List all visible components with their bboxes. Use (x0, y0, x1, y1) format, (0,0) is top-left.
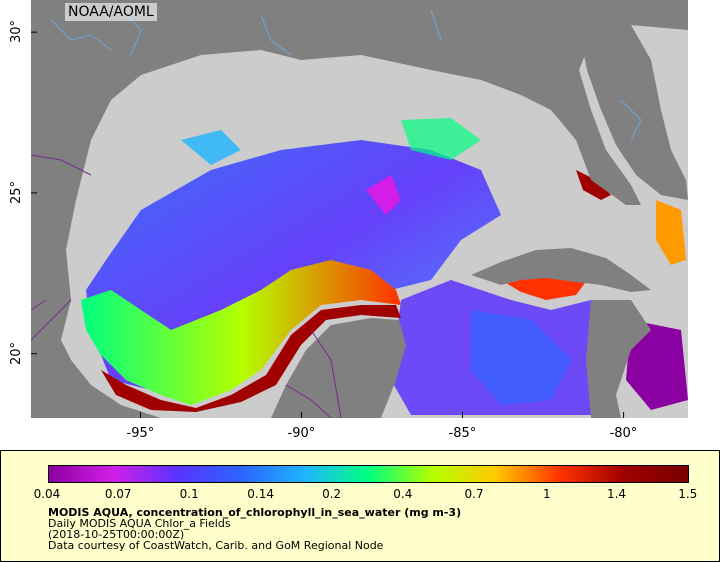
chlorophyll-bahamas (656, 200, 686, 265)
x-tick-label: -80° (609, 426, 638, 441)
y-tick-label: 30° (9, 20, 25, 44)
land-east-islands (586, 300, 651, 418)
land-mexico (31, 340, 161, 418)
colorbar-tick-label: 0.04 (33, 487, 61, 501)
chlorophyll-nw-patch (181, 130, 241, 165)
border-lines (31, 154, 342, 418)
colorbar-tick-label: 1.4 (606, 487, 627, 501)
chlorophyll-yucatan-shelf (81, 260, 401, 405)
land-yucatan (271, 318, 406, 418)
y-tick-label: 25° (9, 180, 25, 204)
colorbar-tick-label: 0.2 (322, 487, 342, 501)
colorbar-tick-label: 1 (542, 487, 551, 501)
x-tick-label: -95° (126, 426, 155, 441)
land-north-america (31, 0, 688, 340)
y-axis-ticks (31, 31, 37, 355)
colorbar-tick-label: 1.5 (678, 487, 698, 501)
map-area: NOAA/AOML -95° -90° -85° -80° 30° 25° 20° (9, 0, 688, 441)
river-lines (50, 9, 642, 141)
x-tick-label: -90° (287, 426, 316, 441)
x-tick-label: -85° (448, 426, 477, 441)
legend-subtitle: Daily MODIS AQUA Chlor_a Fields (48, 517, 231, 530)
x-axis-ticks (140, 412, 625, 418)
legend-title: MODIS AQUA, concentration_of_chlorophyll… (48, 506, 462, 519)
chlorophyll-ne-green (401, 118, 481, 160)
colorbar-tick-label: 0.1 (179, 487, 199, 501)
chlorophyll-purple-east (626, 320, 688, 410)
map-frame[interactable]: NOAA/AOML (31, 0, 688, 418)
y-tick-label: 20° (9, 341, 25, 365)
legend-time: (2018-10-25T00:00:00Z) (48, 528, 185, 541)
credit-badge: NOAA/AOML (65, 3, 157, 21)
colorbar-tick-label: 0.4 (393, 487, 413, 501)
chlorophyll-coastal-high (101, 305, 401, 412)
colorbar (48, 465, 689, 483)
chlorophyll-east-patch (471, 310, 571, 405)
colorbar-tick-label: 0.07 (104, 487, 132, 501)
land-cuba (471, 248, 651, 292)
legend-panel: 0.04 0.07 0.1 0.14 0.2 0.4 0.7 1 1.4 1.5 MODIS AQ… (0, 450, 720, 562)
colorbar-tick-label: 0.7 (464, 487, 484, 501)
colorbar-tick-label: 0.14 (247, 487, 274, 501)
legend-credit: Data courtesy of CoastWatch, Carib. and … (48, 539, 384, 552)
chlorophyll-purple-patch (366, 175, 401, 215)
chlorophyll-florida-coast (576, 170, 611, 200)
chlorophyll-map[interactable] (31, 0, 688, 418)
